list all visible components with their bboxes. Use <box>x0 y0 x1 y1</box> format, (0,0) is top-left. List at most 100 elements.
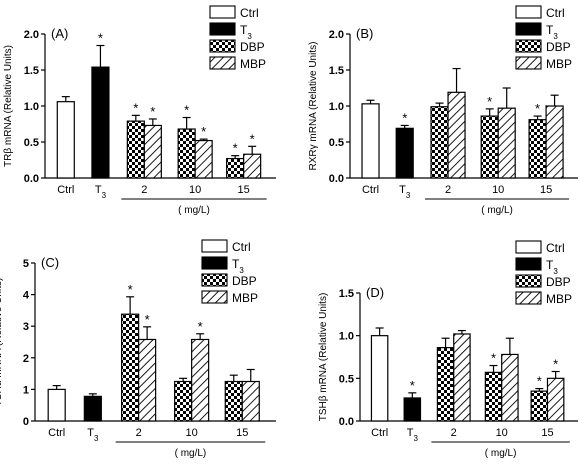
panel-c: 0 1 2 3 4 5 TSHα mRNA (Relative Units) (C) Ctrl T… <box>0 239 276 459</box>
x-tick-label: 15 <box>540 184 552 196</box>
significance-star: * <box>133 100 138 115</box>
y-tick-label: 0.0 <box>24 173 39 185</box>
x-axis-label: ( mg/L) <box>175 448 207 459</box>
x-tick-label: 10 <box>496 427 508 439</box>
bar-ctrl-ctrl <box>47 388 66 422</box>
x-tick-label: 2 <box>136 427 142 439</box>
bar-mbp-10 <box>501 353 519 422</box>
x-axis-label: ( mg/L) <box>178 205 210 216</box>
bar-t3-t3 <box>91 66 110 179</box>
legend-swatch-dbp <box>201 273 228 287</box>
bar-dbp-15 <box>224 380 243 422</box>
y-tick-label: 0.5 <box>329 137 344 149</box>
significance-star: * <box>233 141 238 156</box>
y-axis-label: TSHβ mRNA (Relative Units) <box>318 293 329 422</box>
x-tick-label: 10 <box>186 427 198 439</box>
bar-dbp-15 <box>528 119 547 179</box>
legend-label: DBP <box>546 275 571 289</box>
legend-swatch-dbp <box>515 39 542 53</box>
legend-label: DBP <box>232 274 257 288</box>
significance-star: * <box>98 31 103 46</box>
bar-dbp-2 <box>430 106 449 179</box>
bar-mbp-10 <box>497 107 516 179</box>
x-tick-label: 2 <box>451 427 457 439</box>
bar-dbp-15 <box>226 157 245 179</box>
legend-swatch-dbp <box>515 274 542 288</box>
bar-dbp-10 <box>484 371 503 422</box>
panel-a: 0.0 0.5 1.0 1.5 2.0 TRβ mRNA (Relative Units)… <box>3 5 276 216</box>
y-tick-label: 2.0 <box>329 29 344 41</box>
significance-star: * <box>198 319 203 334</box>
y-tick-label: 1.0 <box>24 101 39 113</box>
bar-t3-t3 <box>403 397 422 422</box>
x-tick-label: 10 <box>492 184 504 196</box>
significance-star: * <box>201 124 206 139</box>
bar-mbp-10 <box>191 338 210 422</box>
x-tick-label: Ctrl <box>57 184 74 196</box>
y-axis-label: TSHα mRNA (Relative Units) <box>0 278 4 407</box>
significance-star: * <box>553 357 558 372</box>
legend-label: Ctrl <box>546 6 565 20</box>
y-tick-label: 1.5 <box>339 288 354 300</box>
y-tick-label: 0.5 <box>339 373 354 385</box>
significance-star: * <box>128 282 133 297</box>
bar-t3-t3 <box>395 127 414 179</box>
y-tick-label: 5 <box>23 258 29 270</box>
y-tick-label: 1 <box>23 384 29 396</box>
bar-dbp-2 <box>121 313 140 422</box>
bar-mbp-15 <box>241 380 260 422</box>
legend-label: DBP <box>240 40 265 54</box>
significance-star: * <box>535 101 540 116</box>
significance-star: * <box>145 312 150 327</box>
y-tick-label: 1.5 <box>329 65 344 77</box>
y-tick-label: 0.0 <box>329 173 344 185</box>
y-tick-label: 2.0 <box>24 29 39 41</box>
y-tick-label: 3 <box>23 321 29 333</box>
significance-star: * <box>402 110 407 125</box>
legend-swatch-t3 <box>201 256 228 270</box>
x-tick-label: 15 <box>541 427 553 439</box>
bar-dbp-10 <box>174 380 193 422</box>
x-tick-label: Ctrl <box>48 427 65 439</box>
legend-label: Ctrl <box>546 241 565 255</box>
legend-swatch-ctrl <box>201 239 228 253</box>
significance-star: * <box>491 351 496 366</box>
legend-label: MBP <box>232 291 258 305</box>
legend-swatch-mbp <box>201 290 228 304</box>
significance-star: * <box>487 94 492 109</box>
x-tick-label: T3 <box>95 184 107 200</box>
panel-d: 0.0 0.5 1.0 1.5 TSHβ mRNA (Relative Units) (D… <box>318 240 578 459</box>
legend-label: T3 <box>232 257 244 275</box>
y-tick-label: 1.5 <box>24 65 39 77</box>
panel-label: (D) <box>366 285 384 300</box>
y-tick-label: 1.0 <box>329 101 344 113</box>
legend-label: Ctrl <box>240 6 259 20</box>
bar-dbp-10 <box>480 115 499 179</box>
x-tick-label: T3 <box>407 427 419 443</box>
panel-b: 0.0 0.5 1.0 1.5 2.0 RXRγ mRNA (Relative Units… <box>308 5 578 216</box>
significance-star: * <box>184 103 189 118</box>
bar-t3-t3 <box>83 395 102 422</box>
y-tick-label: 2 <box>23 353 29 365</box>
legend-swatch-t3 <box>515 22 542 36</box>
x-tick-label: Ctrl <box>371 427 388 439</box>
bar-mbp-2 <box>447 91 466 179</box>
legend-label: MBP <box>546 57 572 71</box>
legend-swatch-t3 <box>209 22 236 36</box>
x-tick-label: 2 <box>445 184 451 196</box>
legend-label: T3 <box>546 23 558 41</box>
bar-dbp-2 <box>126 120 145 179</box>
y-axis-label: RXRγ mRNA (Relative Units) <box>308 42 319 171</box>
legend-swatch-mbp <box>515 56 542 70</box>
significance-star: * <box>250 131 255 146</box>
legend-label: T3 <box>240 23 252 41</box>
bar-dbp-10 <box>177 128 196 179</box>
significance-star: * <box>537 374 542 389</box>
legend-label: DBP <box>546 40 571 54</box>
legend-swatch-mbp <box>515 291 542 305</box>
